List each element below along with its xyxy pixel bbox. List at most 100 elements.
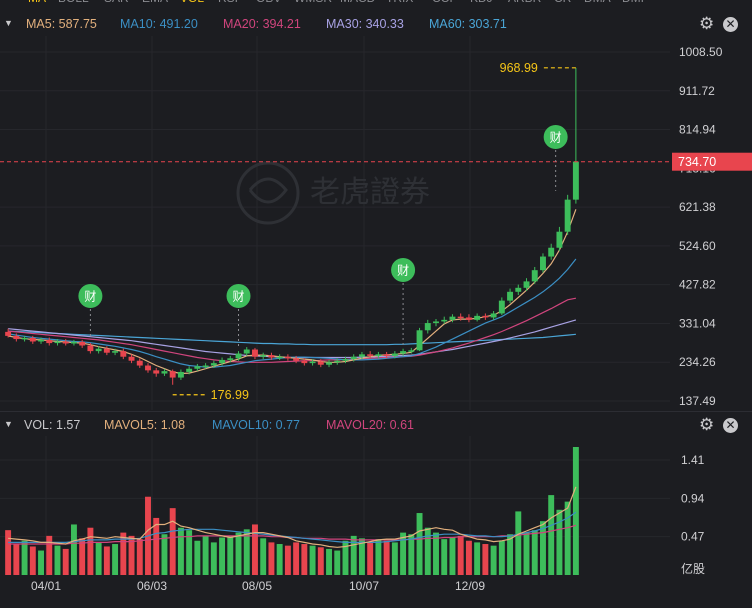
volume-unit-label: 亿股 — [681, 561, 705, 576]
candle-body — [54, 341, 61, 344]
volume-bar — [350, 535, 357, 575]
ma20-line — [8, 297, 577, 363]
indicator-tab[interactable]: TRIX — [386, 0, 413, 5]
volume-bar — [276, 544, 283, 575]
indicator-tab[interactable]: VOL — [180, 0, 204, 5]
candle-body — [523, 281, 530, 288]
candle-body — [103, 348, 110, 353]
candle-body — [490, 313, 497, 318]
indicator-tab[interactable]: KDJ — [470, 0, 493, 5]
ma60-legend: MA60: 303.71 — [429, 17, 507, 31]
volume-bar — [317, 547, 324, 575]
collapse-triangle-icon[interactable]: ▼ — [4, 419, 13, 429]
volume-bar — [161, 534, 168, 575]
price-axis-tick: 621.38 — [679, 200, 716, 214]
date-axis-tick: 12/09 — [455, 579, 485, 593]
volume-bar — [235, 532, 242, 575]
volume-axis-tick: 0.94 — [681, 491, 705, 505]
volume-bar — [391, 542, 398, 575]
candle-body — [227, 358, 234, 360]
volume-bar — [334, 550, 341, 575]
volume-bar — [13, 544, 20, 575]
volume-bar — [21, 540, 28, 575]
collapse-triangle-icon[interactable]: ▼ — [4, 18, 13, 28]
price-axis-tick: 814.94 — [679, 123, 716, 137]
volume-bar — [177, 527, 184, 575]
price-axis-tick: 524.60 — [679, 239, 716, 253]
indicator-tab[interactable]: DMI — [622, 0, 644, 5]
volume-bar — [498, 540, 505, 575]
candle-body — [177, 371, 184, 378]
gear-icon[interactable]: ⚙ — [699, 415, 715, 434]
indicator-tab[interactable]: CCI — [432, 0, 453, 5]
indicator-tab[interactable]: BOLL — [58, 0, 89, 5]
indicator-tab[interactable]: ARBR — [508, 0, 541, 5]
candle-body — [46, 339, 53, 344]
pane-divider — [0, 411, 752, 412]
volume-bar — [103, 546, 110, 575]
candle-body — [120, 351, 127, 357]
candle-body — [219, 359, 226, 364]
volume-bar — [252, 524, 258, 575]
ma20-legend: MA20: 394.21 — [223, 17, 301, 31]
volume-bar — [449, 537, 456, 575]
candle-body — [252, 349, 258, 357]
candle-body — [186, 368, 193, 372]
volume-bar — [153, 517, 160, 575]
volume-bar — [408, 534, 415, 575]
volume-bar — [309, 545, 316, 575]
candle-body — [350, 356, 357, 360]
volume-bar — [301, 544, 308, 575]
candle-body — [326, 362, 332, 365]
candle-body — [515, 287, 522, 292]
indicator-tab-strip: MA BOLL SAR EMA VOL RSI OBV WMSR MACD TRIX CCI KDJ A… — [0, 0, 752, 6]
candle-body — [5, 331, 12, 336]
candle-body — [317, 361, 324, 365]
volume-bar — [112, 544, 119, 575]
event-marker — [391, 258, 416, 282]
volume-bar — [54, 545, 61, 575]
indicator-tab[interactable]: SAR — [104, 0, 129, 5]
candle-body — [79, 341, 86, 346]
volume-bar — [457, 535, 464, 575]
close-icon[interactable]: ✕ — [723, 17, 738, 32]
volume-bar — [293, 542, 300, 575]
indicator-tab[interactable]: DMA — [584, 0, 611, 5]
volume-bar — [383, 540, 390, 575]
indicator-tab[interactable]: OBV — [256, 0, 281, 5]
price-axis-tick: 331.04 — [679, 316, 716, 330]
candle-body — [358, 354, 365, 357]
candle-body — [441, 319, 448, 322]
ma30-legend: MA30: 340.33 — [326, 17, 404, 31]
indicator-tab[interactable]: EMA — [142, 0, 168, 5]
volume-bar — [219, 537, 226, 575]
candle-body — [531, 270, 538, 282]
candle-body — [95, 348, 102, 352]
date-axis-tick: 04/01 — [31, 579, 61, 593]
volume-bar — [326, 548, 332, 575]
candle-body — [194, 366, 201, 369]
gear-icon[interactable]: ⚙ — [699, 14, 715, 33]
close-icon[interactable]: ✕ — [723, 418, 738, 433]
event-marker — [78, 284, 103, 308]
volume-bar — [202, 535, 209, 575]
candle-body — [87, 345, 94, 352]
candle-body — [276, 356, 283, 359]
indicator-tab[interactable]: MA — [28, 0, 46, 5]
indicator-tab[interactable]: WMSR — [294, 0, 332, 5]
candle-body — [474, 315, 481, 320]
current-price-tag — [672, 152, 752, 171]
volume-bar — [433, 532, 439, 575]
date-axis-tick: 10/07 — [349, 579, 379, 593]
candle-body — [136, 360, 143, 366]
candle-body — [465, 317, 472, 320]
candle-body — [342, 359, 349, 361]
indicator-tab[interactable]: CR — [554, 0, 571, 5]
indicator-tab[interactable]: MACD — [340, 0, 375, 5]
candle-body — [284, 356, 291, 359]
indicator-tab[interactable]: RSI — [218, 0, 238, 5]
volume-bar — [416, 513, 423, 575]
volume-bar — [465, 540, 472, 575]
candle-body — [564, 199, 571, 232]
